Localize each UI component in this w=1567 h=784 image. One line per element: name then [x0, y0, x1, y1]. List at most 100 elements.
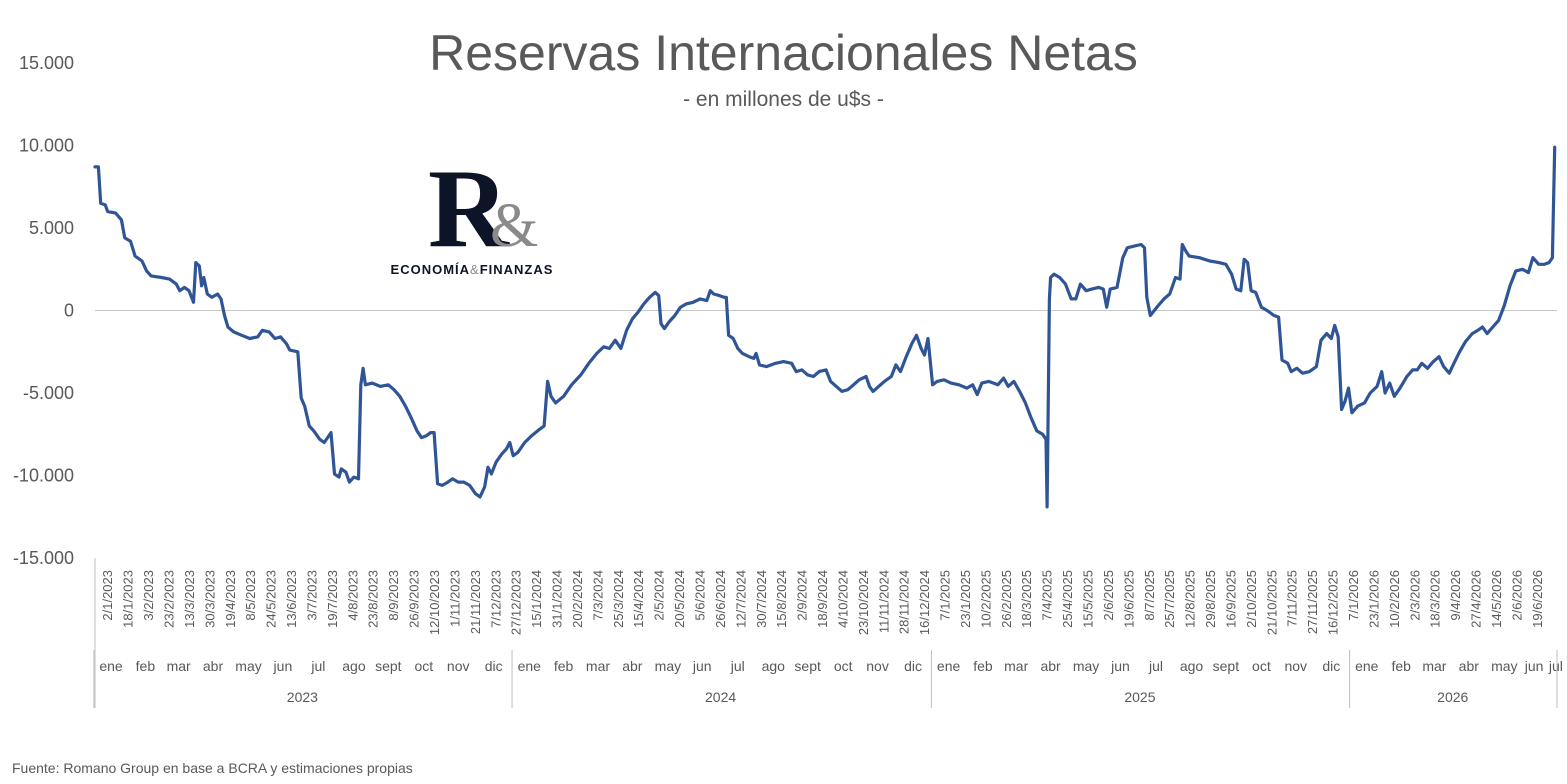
month-label: oct [834, 658, 853, 674]
month-label: jul [310, 658, 325, 674]
logo-caption-right: FINANZAS [479, 262, 554, 277]
date-tick-label: 25/3/2024 [611, 570, 626, 628]
date-tick-label: 2/5/2024 [652, 570, 667, 621]
date-tick-label: 7/12/2023 [488, 570, 503, 628]
date-tick-label: 2/1/2023 [100, 570, 115, 621]
date-tick-label: 10/2/2026 [1387, 570, 1402, 628]
logo-caption: ECONOMÍA&FINANZAS [372, 262, 572, 277]
date-tick-label: 23/10/2024 [856, 570, 871, 635]
month-label: mar [167, 658, 191, 674]
date-tick-label: 26/9/2023 [407, 570, 422, 628]
date-tick-label: 16/12/2025 [1326, 570, 1341, 635]
date-tick-label: 15/8/2024 [774, 570, 789, 628]
month-label: dic [1322, 658, 1340, 674]
date-tick-label: 18/1/2023 [121, 570, 136, 628]
date-tick-label: 15/1/2024 [529, 570, 544, 628]
date-tick-label: 18/9/2024 [815, 570, 830, 628]
year-label: 2026 [1437, 689, 1468, 705]
month-label: ene [99, 658, 123, 674]
year-label: 2023 [287, 689, 318, 705]
date-tick-label: 25/4/2025 [1060, 570, 1075, 628]
month-label: mar [1422, 658, 1446, 674]
month-label: may [655, 658, 681, 674]
date-tick-label: 2/6/2026 [1509, 570, 1524, 621]
date-tick-label: 8/9/2023 [386, 570, 401, 621]
month-label: nov [447, 658, 470, 674]
date-tick-label: 19/7/2023 [325, 570, 340, 628]
date-tick-label: 28/11/2024 [897, 570, 912, 634]
date-tick-label: 2/3/2026 [1407, 570, 1422, 621]
y-tick-label: 10.000 [19, 136, 74, 156]
date-tick-label: 27/4/2026 [1469, 570, 1484, 628]
month-label: ene [1355, 658, 1379, 674]
y-tick-label: 15.000 [19, 53, 74, 73]
brand-logo: R & ECONOMÍA&FINANZAS [372, 147, 572, 280]
date-tick-label: 27/12/2023 [509, 570, 524, 635]
date-tick-label: 10/2/2025 [978, 570, 993, 628]
date-tick-label: 20/2/2024 [570, 570, 585, 628]
month-label: ago [1180, 658, 1204, 674]
month-label: sept [375, 658, 402, 674]
date-tick-label: 18/3/2026 [1428, 570, 1443, 628]
date-tick-label: 7/1/2026 [1346, 570, 1361, 621]
date-tick-label: 26/6/2024 [713, 570, 728, 628]
month-label: abr [1040, 658, 1061, 674]
month-label: feb [136, 658, 156, 674]
date-tick-label: 8/5/2023 [243, 570, 258, 621]
month-label: jul [1548, 658, 1563, 674]
chart-title: Reservas Internacionales Netas [429, 25, 1138, 81]
date-tick-label: 26/2/2025 [999, 570, 1014, 628]
month-label: jul [1148, 658, 1163, 674]
date-tick-label: 16/9/2025 [1224, 570, 1239, 628]
date-tick-label: 23/1/2026 [1366, 570, 1381, 628]
month-label: ago [342, 658, 366, 674]
date-tick-label: 31/1/2024 [550, 570, 565, 628]
date-tick-label: 8/7/2025 [1142, 570, 1157, 621]
date-tick-label: 7/4/2025 [1040, 570, 1055, 621]
month-label: mar [586, 658, 610, 674]
date-tick-label: 3/7/2023 [305, 570, 320, 621]
date-tick-label: 30/7/2024 [754, 570, 769, 628]
month-label: feb [973, 658, 993, 674]
date-tick-label: 19/6/2026 [1530, 570, 1545, 628]
date-tick-label: 20/5/2024 [672, 570, 687, 628]
chart-subtitle: - en millones de u$s - [683, 88, 884, 111]
date-tick-label: 7/1/2025 [938, 570, 953, 621]
month-label: feb [1391, 658, 1411, 674]
month-label: jun [273, 658, 293, 674]
date-tick-label: 12/8/2025 [1183, 570, 1198, 628]
axis-layer: 15.000 10.000 5.000 0 -5.000 -10.000 -15.000 2/… [13, 53, 1563, 708]
month-label: may [235, 658, 261, 674]
month-label: abr [622, 658, 643, 674]
date-tick-label: 13/3/2023 [182, 570, 197, 628]
year-label: 2024 [705, 689, 736, 705]
month-label: nov [866, 658, 889, 674]
y-tick-label: -10.000 [13, 466, 74, 486]
date-tick-label: 13/6/2023 [284, 570, 299, 628]
date-tick-label: 15/5/2025 [1081, 570, 1096, 628]
date-tick-label: 30/3/2023 [202, 570, 217, 628]
date-tick-label: 24/5/2023 [264, 570, 279, 628]
y-tick-label: 5.000 [29, 218, 74, 238]
svg-text:R: R [428, 150, 510, 260]
date-tick-label: 4/10/2024 [835, 570, 850, 628]
month-label: may [1491, 658, 1517, 674]
date-tick-label: 29/8/2025 [1203, 570, 1218, 628]
date-tick-label: 1/11/2023 [447, 570, 462, 627]
logo-caption-amp: & [470, 262, 480, 277]
month-label: dic [904, 658, 922, 674]
month-label: nov [1284, 658, 1307, 674]
y-tick-label: -5.000 [23, 383, 74, 403]
date-tick-label: 16/12/2024 [917, 570, 932, 635]
month-label: sept [1213, 658, 1240, 674]
date-tick-label: 14/5/2026 [1489, 570, 1504, 628]
month-label: ene [937, 658, 961, 674]
month-label: oct [414, 658, 433, 674]
svg-text:&: & [490, 192, 538, 260]
month-label: jul [730, 658, 745, 674]
date-tick-label: 27/11/2025 [1305, 570, 1320, 634]
date-tick-label: 25/7/2025 [1162, 570, 1177, 628]
date-tick-label: 2/6/2025 [1101, 570, 1116, 621]
month-label: ene [518, 658, 542, 674]
